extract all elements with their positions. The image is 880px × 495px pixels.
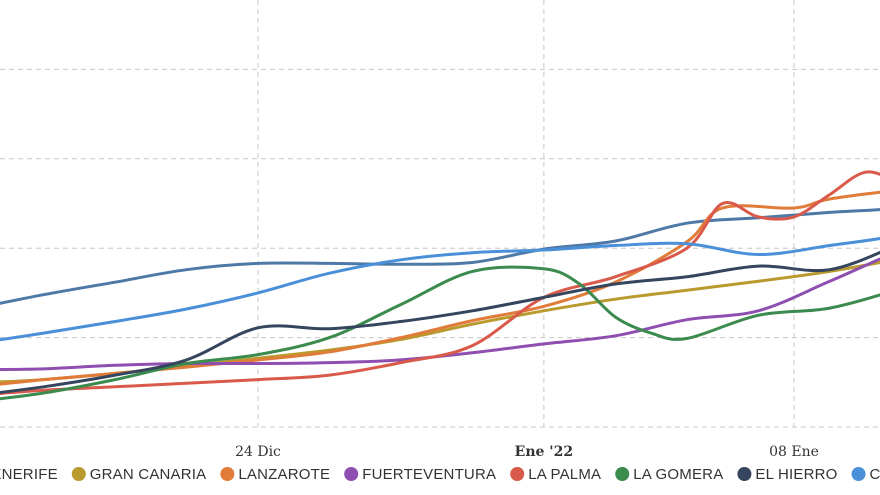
x-tick-label-1: Ene '22	[515, 444, 573, 460]
legend-swatch-lanzarote	[220, 467, 235, 481]
legend-item-tenerife[interactable]: TENERIFE	[0, 466, 58, 483]
series-line-lanzarote	[0, 190, 880, 386]
legend-label-el-hierro: EL HIERRO	[755, 466, 837, 483]
series-line-gran-canaria	[0, 260, 880, 384]
legend-item-el-hierro[interactable]: EL HIERRO	[737, 466, 837, 483]
legend-item-lanzarote[interactable]: LANZAROTE	[220, 466, 330, 483]
legend-swatch-la-gomera	[615, 467, 630, 481]
series-line-fuerteventura	[0, 257, 880, 372]
legend-item-fuerteventura[interactable]: FUERTEVENTURA	[344, 466, 496, 483]
legend-swatch-fuerteventura	[344, 467, 359, 481]
legend-item-gran-canaria[interactable]: GRAN CANARIA	[71, 466, 207, 483]
legend-item-la-gomera[interactable]: LA GOMERA	[615, 466, 723, 483]
legend-item-canarias[interactable]: CANARIAS	[851, 466, 880, 483]
x-tick-label-2: 08 Ene	[769, 444, 819, 460]
series-line-canarias	[0, 237, 880, 342]
series-lines	[0, 170, 880, 401]
x-axis-ticks: 24 Dic Ene '22 08 Ene	[235, 444, 819, 460]
legend-label-fuerteventura: FUERTEVENTURA	[362, 466, 496, 483]
legend-label-lanzarote: LANZAROTE	[238, 466, 330, 483]
legend-label-tenerife: TENERIFE	[0, 466, 58, 483]
legend-label-la-gomera: LA GOMERA	[633, 466, 723, 483]
legend-swatch-el-hierro	[737, 467, 752, 481]
legend-item-la-palma[interactable]: LA PALMA	[510, 466, 601, 483]
series-line-la-gomera	[0, 265, 880, 401]
legend-label-gran-canaria: GRAN CANARIA	[90, 466, 207, 483]
horizontal-gridlines	[0, 68, 880, 428]
legend-label-canarias: CANARIAS	[870, 466, 880, 483]
legend-label-la-palma: LA PALMA	[528, 466, 601, 483]
legend-swatch-la-palma	[510, 467, 525, 481]
legend-swatch-gran-canaria	[71, 467, 86, 481]
x-tick-label-0: 24 Dic	[235, 444, 281, 460]
legend-swatch-canarias	[851, 467, 866, 481]
series-line-el-hierro	[0, 250, 880, 394]
legend[interactable]: TENERIFE GRAN CANARIA LANZAROTE FUERTEVENTU…	[0, 466, 880, 483]
series-line-la-palma	[0, 170, 880, 396]
